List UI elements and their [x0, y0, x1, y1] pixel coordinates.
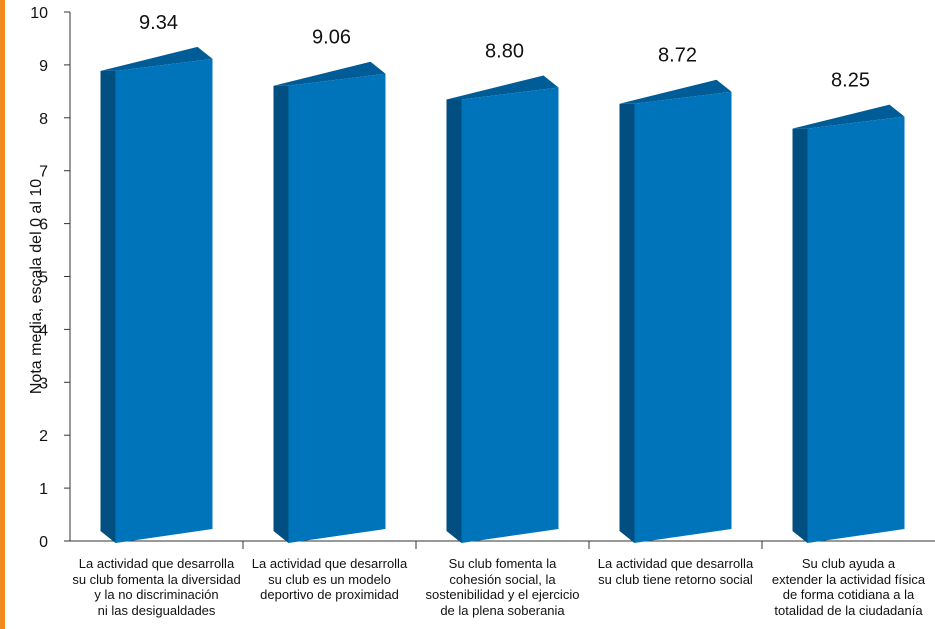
x-category-label-line: y la no discriminación: [94, 587, 219, 602]
bar: [634, 91, 732, 543]
data-label: 8.80: [485, 40, 524, 62]
x-category-label-line: ni las desigualdades: [97, 602, 216, 618]
bar: [115, 58, 213, 543]
x-category-label-line: su club fomenta la diversidad: [72, 571, 241, 587]
x-category-label: Su club fomenta la cohesión social, la sos…: [413, 556, 593, 618]
y-tick-label: 1: [39, 481, 48, 498]
x-category-label-line: totalidad de la ciudadanía: [774, 602, 923, 618]
x-category-label-line: La actividad que desarrolla: [597, 556, 754, 571]
data-label: 8.25: [831, 70, 870, 92]
x-category-label-line: extender la actividad física: [771, 571, 926, 587]
y-axis-label: Nota media, escala del 0 al 10: [28, 179, 45, 394]
y-tick-label: 2: [39, 428, 48, 445]
bar-top: [792, 104, 905, 129]
y-tick-label: 8: [39, 111, 48, 128]
data-label: 9.34: [139, 12, 178, 34]
x-category-label: Su club ayuda a extender la actividad fís…: [759, 556, 935, 618]
bar-side: [619, 103, 635, 543]
bar: [288, 73, 386, 543]
bar-side: [273, 85, 289, 543]
x-category-label-line: cohesión social, la: [449, 571, 556, 587]
x-category-label-line: de forma cotidiana a la: [782, 587, 915, 602]
bar-side: [100, 70, 116, 543]
x-category-label: La actividad que desarrolla su club fomen…: [67, 556, 247, 618]
y-tick-label: 5: [39, 270, 48, 287]
bar-side: [792, 128, 808, 543]
y-tick-label: 7: [39, 164, 48, 181]
y-tick-label: 4: [39, 322, 48, 339]
data-label: 8.72: [658, 45, 697, 67]
bar: [807, 116, 905, 543]
y-tick-label: 9: [39, 58, 48, 75]
bar-top: [100, 46, 213, 71]
x-category-label-line: su club tiene retorno social: [598, 571, 753, 587]
data-label: 9.06: [312, 27, 351, 49]
x-category-label-line: La actividad que desarrolla: [78, 556, 235, 571]
x-category-label-line: La actividad que desarrolla: [251, 556, 408, 571]
left-accent-bar: [0, 0, 5, 629]
bar-side: [446, 99, 462, 543]
y-tick-label: 10: [30, 5, 48, 22]
x-category-label: La actividad que desarrolla su club tiene…: [586, 556, 766, 587]
y-tick-label: 3: [39, 375, 48, 392]
x-category-label-line: sostenibilidad y el ejercicio: [425, 587, 580, 602]
x-category-label-line: Su club ayuda a: [801, 556, 896, 571]
bar-top: [619, 79, 732, 104]
bar-top: [446, 75, 559, 100]
x-category-label: La actividad que desarrolla su club es un…: [240, 556, 420, 603]
y-tick-label: 6: [39, 217, 48, 234]
x-category-label-line: su club es un modelo: [268, 571, 391, 587]
x-category-label-line: deportivo de proximidad: [260, 587, 399, 602]
bar: [461, 87, 559, 543]
x-category-label-line: Su club fomenta la: [448, 556, 557, 571]
y-tick-label: 0: [39, 534, 48, 551]
bar-top: [273, 61, 386, 86]
x-category-label-line: de la plena soberania: [440, 602, 565, 618]
